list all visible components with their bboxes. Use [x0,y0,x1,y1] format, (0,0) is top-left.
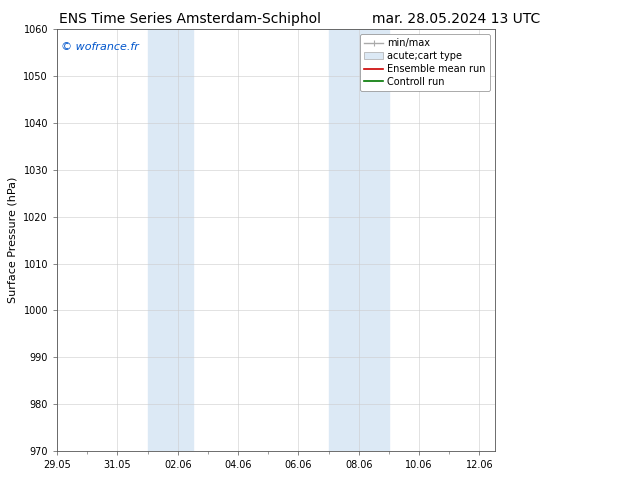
Text: ENS Time Series Amsterdam-Schiphol: ENS Time Series Amsterdam-Schiphol [59,12,321,26]
Bar [148,29,193,451]
Text: mar. 28.05.2024 13 UTC: mar. 28.05.2024 13 UTC [372,12,541,26]
Text: © wofrance.fr: © wofrance.fr [61,42,139,52]
Legend: min/max, acute;cart type, Ensemble mean run, Controll run: min/max, acute;cart type, Ensemble mean … [360,34,489,91]
Y-axis label: Surface Pressure (hPa): Surface Pressure (hPa) [8,177,18,303]
Bar [328,29,389,451]
